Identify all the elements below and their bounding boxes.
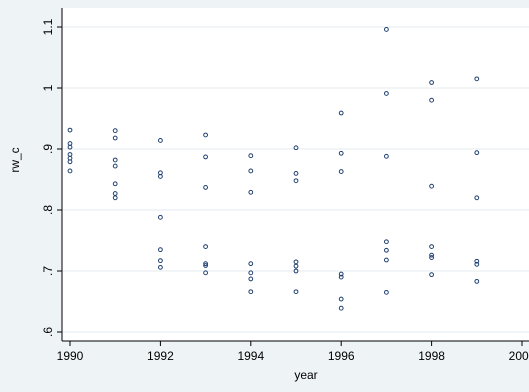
data-point bbox=[384, 27, 389, 32]
data-point bbox=[203, 261, 209, 267]
data-point bbox=[429, 272, 435, 278]
data-point bbox=[203, 244, 209, 250]
data-point bbox=[429, 252, 435, 258]
data-point bbox=[112, 181, 118, 187]
data-point bbox=[384, 91, 389, 96]
data-point bbox=[384, 289, 389, 295]
data-point bbox=[203, 263, 209, 268]
data-point bbox=[248, 276, 254, 282]
data-point bbox=[248, 261, 254, 267]
data-point bbox=[474, 195, 480, 201]
data-point bbox=[474, 258, 480, 264]
data-point bbox=[112, 135, 118, 141]
y-tick-label: 1.1 bbox=[41, 18, 55, 35]
data-point bbox=[67, 159, 73, 165]
data-point bbox=[474, 261, 480, 267]
y-tick-label: .7 bbox=[41, 266, 55, 276]
data-point bbox=[429, 244, 435, 250]
data-point bbox=[158, 174, 163, 179]
data-point bbox=[158, 264, 163, 270]
data-point bbox=[248, 153, 254, 159]
data-point bbox=[158, 247, 163, 253]
data-point bbox=[248, 168, 254, 174]
data-point bbox=[112, 163, 118, 169]
data-point bbox=[203, 154, 209, 160]
x-tick-label: 1992 bbox=[147, 349, 174, 363]
data-point bbox=[338, 110, 344, 116]
data-point bbox=[158, 138, 163, 143]
x-axis-title: year bbox=[294, 368, 317, 382]
data-point bbox=[293, 268, 299, 274]
data-point bbox=[338, 296, 344, 302]
data-point bbox=[338, 271, 344, 277]
tick-layer: .6 .7 .8 .9 1 1.1 1990 1992 1994 1996 1998 2000 bbox=[41, 18, 529, 363]
data-point bbox=[112, 157, 118, 163]
y-tick-label: .6 bbox=[41, 327, 55, 337]
data-point bbox=[293, 145, 299, 151]
data-point bbox=[203, 132, 209, 138]
axis-layer bbox=[61, 8, 529, 342]
data-point bbox=[474, 278, 480, 284]
grid-layer bbox=[63, 26, 529, 333]
data-point bbox=[67, 127, 73, 133]
data-point bbox=[293, 289, 299, 295]
data-point bbox=[429, 97, 435, 103]
x-tick-label: 1990 bbox=[57, 349, 84, 363]
data-point bbox=[248, 270, 254, 276]
data-point bbox=[158, 214, 163, 220]
plot-area bbox=[62, 8, 529, 341]
y-tick-label: .9 bbox=[41, 144, 55, 154]
data-point bbox=[338, 150, 344, 156]
data-point bbox=[474, 76, 480, 82]
data-point bbox=[384, 239, 389, 245]
x-tick-label: 2000 bbox=[509, 349, 529, 363]
data-point bbox=[248, 189, 254, 195]
data-point bbox=[429, 183, 435, 189]
data-point bbox=[293, 171, 299, 176]
data-point bbox=[429, 80, 435, 85]
data-point bbox=[293, 263, 299, 269]
data-point bbox=[293, 178, 299, 184]
data-point bbox=[67, 168, 73, 174]
data-point bbox=[384, 257, 389, 263]
x-tick-label: 1996 bbox=[328, 349, 355, 363]
data-point bbox=[338, 274, 344, 280]
data-point bbox=[158, 258, 163, 264]
x-tick-label: 1994 bbox=[237, 349, 264, 363]
data-point bbox=[248, 289, 254, 295]
x-tick-label: 1998 bbox=[418, 349, 445, 363]
data-point bbox=[203, 270, 209, 276]
data-point bbox=[338, 305, 344, 311]
data-point bbox=[338, 169, 344, 174]
data-point bbox=[112, 128, 118, 134]
data-point bbox=[67, 144, 73, 150]
data-point bbox=[384, 153, 389, 159]
data-point bbox=[203, 185, 209, 190]
data-point bbox=[474, 150, 480, 156]
data-point bbox=[112, 195, 118, 201]
point-layer bbox=[67, 27, 480, 311]
y-tick-label: 1 bbox=[41, 84, 55, 91]
y-tick-label: .8 bbox=[41, 205, 55, 215]
data-point bbox=[429, 255, 435, 260]
y-axis-title: rw_c bbox=[8, 147, 22, 172]
data-point bbox=[384, 247, 389, 253]
